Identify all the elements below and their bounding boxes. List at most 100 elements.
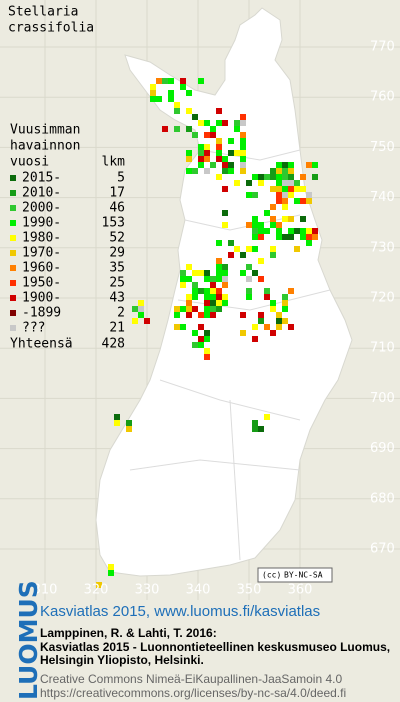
observation	[204, 294, 210, 300]
observation	[312, 162, 318, 168]
observation	[312, 228, 318, 234]
observation	[264, 174, 270, 180]
observation	[258, 276, 264, 282]
observation	[192, 270, 198, 276]
observation	[282, 216, 288, 222]
observation	[288, 186, 294, 192]
observation	[276, 186, 282, 192]
legend-swatch	[10, 250, 16, 256]
observation	[192, 168, 198, 174]
observation	[192, 330, 198, 336]
observation	[276, 162, 282, 168]
coordinate-labels: 770 760 750 740 730 720 710 700 690 680 670 310 320 3…	[33, 40, 395, 598]
observation	[270, 252, 276, 258]
observation	[204, 150, 210, 156]
observation	[276, 234, 282, 240]
legend-swatch	[10, 325, 16, 331]
observation	[186, 300, 192, 306]
legend-count: 43	[109, 291, 125, 306]
y-coordinate: 760	[370, 90, 395, 105]
legend-label: 1950-	[22, 276, 61, 291]
legend-swatch	[10, 280, 16, 286]
observation	[210, 312, 216, 318]
legend-count-header: lkm	[102, 155, 126, 170]
observation	[288, 234, 294, 240]
observation	[204, 336, 210, 342]
observation	[138, 306, 144, 312]
legend-swatch	[10, 220, 16, 226]
observation	[288, 174, 294, 180]
legend-header: vuosi	[10, 155, 49, 170]
observation	[246, 222, 252, 228]
observation	[222, 222, 228, 228]
observation	[198, 312, 204, 318]
observation	[282, 300, 288, 306]
observation	[222, 300, 228, 306]
observation	[294, 198, 300, 204]
observation	[186, 264, 192, 270]
observation	[306, 198, 312, 204]
observation	[258, 318, 264, 324]
observation	[294, 228, 300, 234]
observation	[222, 264, 228, 270]
observation	[276, 222, 282, 228]
observation	[150, 90, 156, 96]
observation	[210, 282, 216, 288]
y-coordinate: 730	[370, 240, 395, 255]
x-coordinate: 360	[288, 583, 313, 598]
observation	[252, 336, 258, 342]
observation	[204, 270, 210, 276]
observation	[228, 240, 234, 246]
y-coordinate: 710	[370, 341, 395, 356]
legend-swatch	[10, 265, 16, 271]
observation	[294, 186, 300, 192]
observation	[258, 258, 264, 264]
observation	[282, 186, 288, 192]
title-genus: Stellaria	[8, 5, 78, 20]
legend-label: 2015-	[22, 171, 61, 186]
observation	[186, 294, 192, 300]
observation	[126, 426, 132, 432]
observation	[240, 270, 246, 276]
observation	[300, 216, 306, 222]
observation	[204, 354, 210, 360]
observation	[276, 228, 282, 234]
observation	[114, 414, 120, 420]
observation	[168, 78, 174, 84]
observation	[300, 234, 306, 240]
cc-badge-box	[257, 567, 333, 583]
y-coordinate: 700	[370, 391, 395, 406]
observation	[216, 150, 222, 156]
observation	[198, 156, 204, 162]
observation	[222, 282, 228, 288]
observation	[216, 270, 222, 276]
observation	[204, 306, 210, 312]
observation	[276, 180, 282, 186]
x-coordinate: 340	[186, 583, 211, 598]
observation	[210, 306, 216, 312]
observation	[216, 294, 222, 300]
observation	[96, 582, 102, 588]
observation	[210, 276, 216, 282]
observation	[306, 234, 312, 240]
observation	[276, 198, 282, 204]
observation	[246, 180, 252, 186]
y-coordinate: 680	[370, 491, 395, 506]
observation	[186, 126, 192, 132]
observation	[138, 312, 144, 318]
observation	[306, 162, 312, 168]
observation	[258, 234, 264, 240]
observation	[192, 294, 198, 300]
observation	[180, 324, 186, 330]
observation	[204, 276, 210, 282]
observation	[198, 144, 204, 150]
observation	[162, 78, 168, 84]
y-coordinate: 670	[370, 542, 395, 557]
observation	[258, 180, 264, 186]
observation	[138, 300, 144, 306]
observation	[198, 162, 204, 168]
y-coordinate: 770	[370, 40, 395, 55]
observation	[300, 198, 306, 204]
observation	[216, 300, 222, 306]
observation	[264, 288, 270, 294]
